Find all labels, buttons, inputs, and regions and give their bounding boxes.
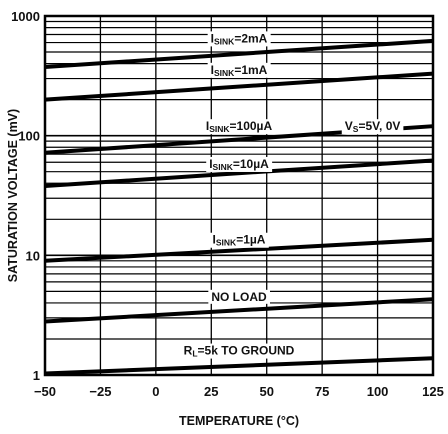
series-line-1 [44, 71, 434, 102]
series-line-5 [44, 297, 434, 324]
annotation-background [341, 119, 404, 135]
y-tick-label: 1000 [11, 9, 40, 24]
x-tick-label: −25 [89, 384, 111, 399]
x-tick-label: 25 [204, 384, 218, 399]
series-labels: ISINK=2mA ISINK=1mA ISINK=100µA ISINK=10µA I… [180, 31, 404, 359]
x-tick-label: 50 [259, 384, 273, 399]
supply-voltage-label: VS=5V, 0V [345, 119, 401, 134]
x-tick-label: 125 [422, 384, 444, 399]
y-axis-label: SATURATION VOLTAGE (mV) [6, 109, 20, 282]
series-label-background [207, 31, 271, 47]
series-label-background [206, 156, 273, 172]
series-label-3: ISINK=10µA [209, 157, 269, 172]
series-label-group-5: NO LOAD [208, 289, 270, 304]
x-tick-label: 75 [315, 384, 329, 399]
series-label-background [202, 119, 276, 135]
series-label-background [180, 343, 298, 359]
y-tick-label: 1 [33, 368, 40, 383]
series-line-0 [44, 38, 434, 69]
x-tick-label: 0 [152, 384, 159, 399]
series-lines [44, 38, 434, 376]
series-line-4 [44, 237, 434, 263]
series-line-6 [44, 356, 434, 376]
series-label-6: RL=5k TO GROUND [184, 344, 295, 359]
series-label-1: ISINK=1mA [211, 63, 268, 78]
series-label-2: ISINK=100µA [206, 119, 273, 134]
x-axis-label: TEMPERATURE (°C) [179, 414, 299, 428]
y-tick-label: 10 [26, 248, 40, 263]
y-tick-labels: 1 10 100 1000 [11, 9, 40, 383]
series-label-group-2: ISINK=100µA [202, 119, 276, 135]
x-tick-labels: −50 −25 0 25 50 75 100 125 [34, 384, 444, 399]
y-tick-label: 100 [18, 129, 40, 144]
series-label-5: NO LOAD [211, 290, 267, 304]
series-line-3 [44, 158, 434, 188]
x-tick-label: −50 [34, 384, 56, 399]
series-label-group-6: RL=5k TO GROUND [180, 343, 298, 359]
series-label-background [208, 289, 270, 304]
x-tick-label: 100 [367, 384, 389, 399]
series-label-group-4: ISINK=1µA [209, 232, 269, 248]
series-label-4: ISINK=1µA [213, 233, 266, 248]
supply-voltage-annotation: VS=5V, 0V [341, 119, 404, 135]
series-label-group-1: ISINK=1mA [207, 62, 271, 78]
series-label-background [209, 232, 269, 248]
series-label-background [207, 62, 271, 78]
series-label-0: ISINK=2mA [211, 31, 268, 46]
plot-frame [43, 14, 435, 377]
series-label-group-3: ISINK=10µA [206, 156, 273, 172]
series-label-group-0: ISINK=2mA [207, 31, 271, 47]
